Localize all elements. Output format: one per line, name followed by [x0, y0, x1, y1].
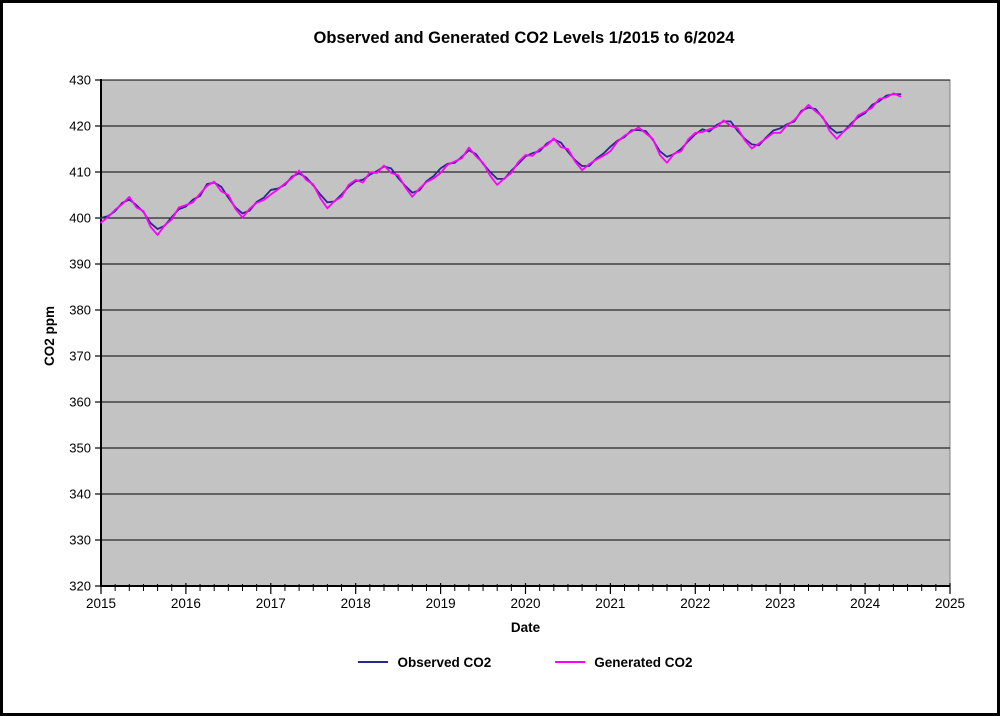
y-tick-label: 320	[69, 579, 91, 594]
x-tick-label: 2023	[765, 596, 795, 611]
x-tick-label: 2024	[850, 596, 881, 611]
chart-title: Observed and Generated CO2 Levels 1/2015…	[313, 29, 735, 47]
y-tick-label: 400	[69, 211, 91, 226]
y-tick-label: 420	[69, 119, 91, 134]
x-tick-label: 2019	[426, 596, 456, 611]
generated-series-line	[100, 92, 902, 236]
x-tick-label: 2022	[680, 596, 710, 611]
generated-line-swatch	[555, 661, 586, 663]
x-tick-label: 2016	[171, 596, 201, 611]
y-tick-label: 330	[69, 533, 91, 548]
y-tick-label: 430	[69, 73, 91, 88]
x-tick-label: 2025	[935, 596, 965, 611]
y-tick-label: 410	[69, 165, 91, 180]
plot-area: 320 330 340 350 360 370 380 390 400 410 420 430 2015…	[69, 73, 965, 612]
legend-item-generated: Generated CO2	[555, 654, 693, 670]
y-tick-label: 390	[69, 257, 91, 272]
x-axis-label: Date	[510, 620, 541, 635]
legend: Observed CO2 Generated CO2	[101, 651, 950, 673]
plot-background	[100, 79, 951, 587]
y-tick-label: 360	[69, 395, 91, 410]
y-tick-label: 380	[69, 303, 91, 318]
x-tick-label: 2021	[595, 596, 625, 611]
legend-label-generated: Generated CO2	[594, 654, 693, 670]
x-tick-label: 2015	[86, 596, 116, 611]
x-tick-label: 2017	[256, 596, 286, 611]
x-tick-label: 2018	[341, 596, 371, 611]
legend-item-observed: Observed CO2	[358, 655, 491, 670]
y-tick-label: 370	[69, 349, 91, 364]
y-tick-label: 340	[69, 487, 91, 502]
legend-label-observed: Observed CO2	[397, 654, 492, 670]
x-tick-label: 2020	[510, 596, 540, 611]
y-tick-label: 350	[69, 441, 91, 456]
observed-line-swatch	[358, 661, 389, 663]
